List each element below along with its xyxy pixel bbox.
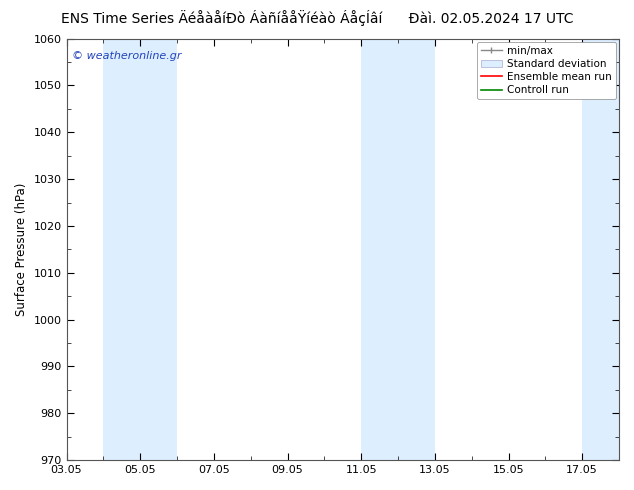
Bar (361, 39, 435, 460)
Legend: min/max, Standard deviation, Ensemble mean run, Controll run: min/max, Standard deviation, Ensemble me… (477, 42, 616, 99)
Bar (103, 39, 177, 460)
Text: © weatheronline.gr: © weatheronline.gr (72, 51, 181, 61)
Text: ENS Time Series ÄéåàåíÐò ÁàñíååŸíéàò ÁåçÍâí      Đàì. 02.05.2024 17 UTC: ENS Time Series ÄéåàåíÐò ÁàñíååŸíéàò Áåç… (61, 10, 573, 26)
Bar (582, 39, 634, 460)
Y-axis label: Surface Pressure (hPa): Surface Pressure (hPa) (15, 183, 28, 316)
